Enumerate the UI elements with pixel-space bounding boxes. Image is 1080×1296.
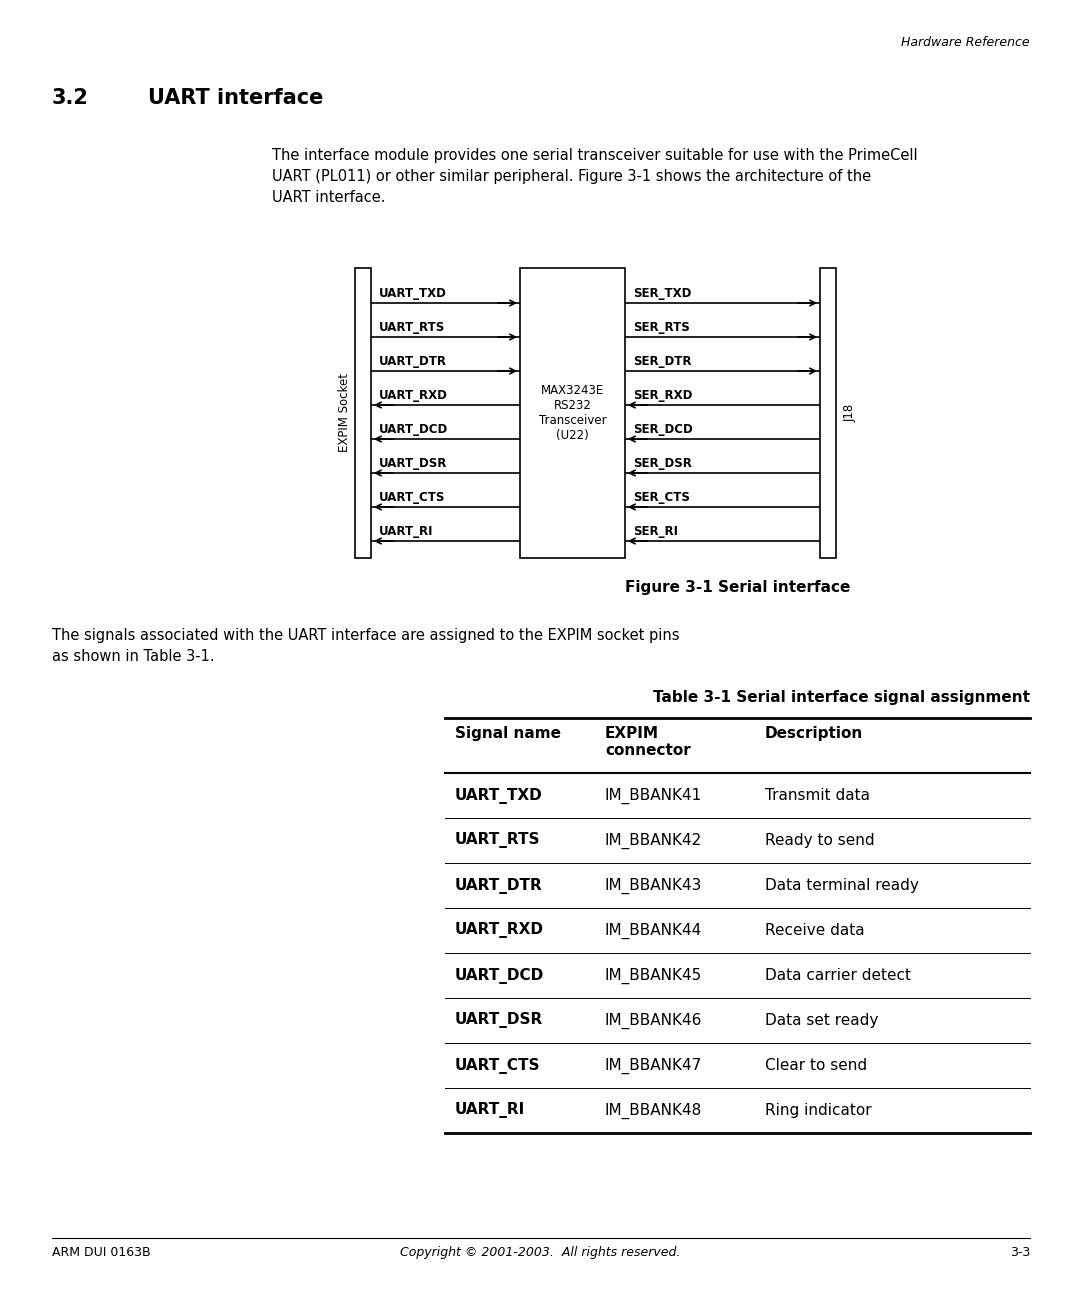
- Text: SER_RXD: SER_RXD: [633, 389, 692, 402]
- Bar: [355, 268, 372, 559]
- Text: IM_BBANK41: IM_BBANK41: [605, 788, 702, 804]
- Text: 3-3: 3-3: [1010, 1245, 1030, 1258]
- Text: IM_BBANK44: IM_BBANK44: [605, 923, 702, 938]
- Text: UART_DTR: UART_DTR: [379, 355, 447, 368]
- Text: SER_DCD: SER_DCD: [633, 422, 692, 435]
- Text: SER_TXD: SER_TXD: [633, 286, 691, 299]
- Text: SER_RI: SER_RI: [633, 525, 678, 538]
- Text: The interface module provides one serial transceiver suitable for use with the P: The interface module provides one serial…: [272, 148, 918, 163]
- Text: UART_CTS: UART_CTS: [455, 1058, 540, 1073]
- Text: UART interface: UART interface: [148, 88, 323, 108]
- Text: Clear to send: Clear to send: [765, 1058, 867, 1073]
- Text: The signals associated with the UART interface are assigned to the EXPIM socket : The signals associated with the UART int…: [52, 629, 679, 643]
- Text: 3.2: 3.2: [52, 88, 89, 108]
- Text: Receive data: Receive data: [765, 923, 865, 938]
- Text: Figure 3-1 Serial interface: Figure 3-1 Serial interface: [624, 581, 850, 595]
- Text: UART_DCD: UART_DCD: [455, 968, 544, 984]
- Text: UART_TXD: UART_TXD: [379, 286, 447, 299]
- Text: Data carrier detect: Data carrier detect: [765, 968, 912, 982]
- Text: SER_DTR: SER_DTR: [633, 355, 691, 368]
- Bar: [519, 268, 625, 559]
- Text: Ready to send: Ready to send: [765, 833, 875, 848]
- Text: Signal name: Signal name: [455, 726, 561, 741]
- Text: as shown in Table 3-1.: as shown in Table 3-1.: [52, 649, 215, 664]
- Text: UART_RXD: UART_RXD: [455, 923, 544, 938]
- Text: IM_BBANK43: IM_BBANK43: [605, 877, 702, 894]
- Text: UART (PL011) or other similar peripheral. Figure 3-1 shows the architecture of t: UART (PL011) or other similar peripheral…: [272, 168, 872, 184]
- Text: Hardware Reference: Hardware Reference: [902, 36, 1030, 49]
- Text: UART_RTS: UART_RTS: [455, 832, 540, 849]
- Text: UART interface.: UART interface.: [272, 191, 386, 205]
- Text: UART_RI: UART_RI: [379, 525, 433, 538]
- Text: SER_DSR: SER_DSR: [633, 457, 692, 470]
- Text: UART_CTS: UART_CTS: [379, 491, 445, 504]
- Text: Copyright © 2001-2003.  All rights reserved.: Copyright © 2001-2003. All rights reserv…: [400, 1245, 680, 1258]
- Text: Data terminal ready: Data terminal ready: [765, 877, 919, 893]
- Text: UART_RTS: UART_RTS: [379, 321, 445, 334]
- Text: Table 3-1 Serial interface signal assignment: Table 3-1 Serial interface signal assign…: [653, 689, 1030, 705]
- Text: UART_DSR: UART_DSR: [379, 457, 447, 470]
- Text: SER_CTS: SER_CTS: [633, 491, 690, 504]
- Text: IM_BBANK48: IM_BBANK48: [605, 1103, 702, 1118]
- Text: EXPIM
connector: EXPIM connector: [605, 726, 691, 758]
- Text: Transmit data: Transmit data: [765, 788, 870, 804]
- Text: Ring indicator: Ring indicator: [765, 1103, 872, 1118]
- Text: IM_BBANK46: IM_BBANK46: [605, 1012, 702, 1029]
- Text: EXPIM Socket: EXPIM Socket: [338, 373, 351, 452]
- Text: MAX3243E
RS232
Transceiver
(U22): MAX3243E RS232 Transceiver (U22): [539, 384, 606, 442]
- Text: IM_BBANK47: IM_BBANK47: [605, 1058, 702, 1073]
- Text: J18: J18: [843, 404, 856, 422]
- Text: IM_BBANK45: IM_BBANK45: [605, 967, 702, 984]
- Text: SER_RTS: SER_RTS: [633, 321, 690, 334]
- Text: UART_TXD: UART_TXD: [455, 788, 543, 804]
- Text: UART_DCD: UART_DCD: [379, 422, 448, 435]
- Text: Data set ready: Data set ready: [765, 1013, 878, 1028]
- Text: UART_DTR: UART_DTR: [455, 877, 543, 893]
- Text: UART_DSR: UART_DSR: [455, 1012, 543, 1029]
- Text: UART_RXD: UART_RXD: [379, 389, 448, 402]
- Bar: [820, 268, 836, 559]
- Text: IM_BBANK42: IM_BBANK42: [605, 832, 702, 849]
- Text: ARM DUI 0163B: ARM DUI 0163B: [52, 1245, 150, 1258]
- Text: Description: Description: [765, 726, 863, 741]
- Text: UART_RI: UART_RI: [455, 1103, 525, 1118]
